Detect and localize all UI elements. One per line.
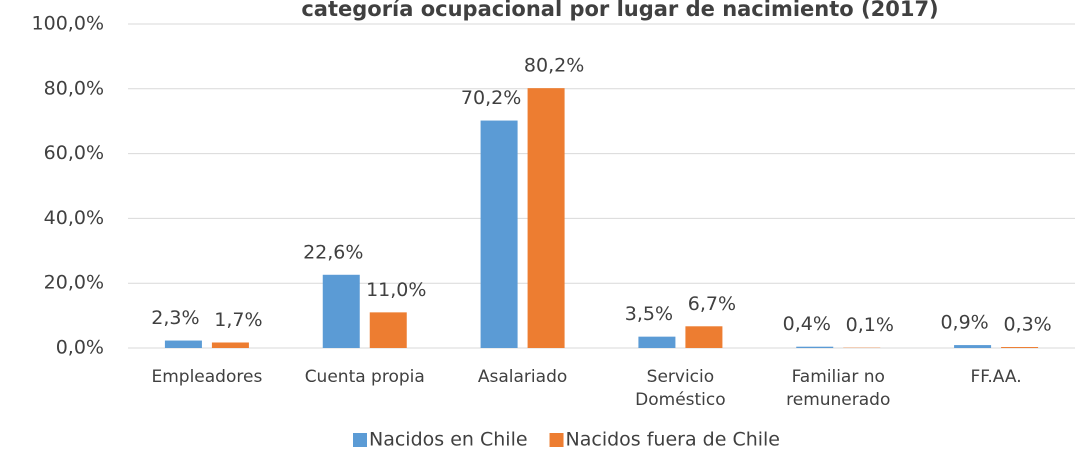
bar: [480, 120, 518, 348]
bar: [954, 345, 992, 348]
bar: [685, 326, 723, 348]
bar: [369, 312, 407, 348]
chart-title: categoría ocupacional por lugar de nacim…: [301, 0, 938, 21]
data-label: 70,2%: [461, 87, 521, 109]
data-label: 2,3%: [151, 307, 199, 329]
data-label: 1,7%: [214, 309, 262, 331]
y-tick-label: 80,0%: [44, 77, 104, 99]
data-label: 3,5%: [625, 303, 673, 325]
legend-swatch: [353, 433, 367, 447]
x-tick-label: Familiar no remunerado: [786, 367, 891, 410]
bar: [211, 342, 249, 348]
legend-swatch: [549, 433, 564, 447]
y-tick-label: 60,0%: [44, 142, 104, 164]
data-label: 11,0%: [366, 279, 426, 301]
data-label: 0,4%: [783, 313, 831, 335]
x-tick-label: Servicio Doméstico: [635, 367, 726, 410]
data-label: 80,2%: [524, 55, 584, 77]
data-label: 0,9%: [940, 312, 988, 334]
x-tick-label: FF.AA.: [970, 367, 1022, 387]
x-tick-label: Cuenta propia: [304, 367, 425, 387]
y-tick-label: 40,0%: [44, 207, 104, 229]
y-tick-label: 100,0%: [32, 13, 104, 35]
x-tick-label: Empleadores: [151, 367, 263, 387]
bar: [527, 88, 565, 348]
bar: [638, 336, 676, 348]
y-tick-label: 20,0%: [44, 272, 104, 294]
bar: [1001, 347, 1039, 348]
y-tick-label: 0,0%: [56, 337, 104, 359]
bar: [796, 346, 834, 348]
legend-label: Nacidos en Chile: [369, 429, 528, 451]
bar: [164, 340, 202, 348]
data-label: 22,6%: [303, 241, 363, 263]
x-tick-label: Asalariado: [477, 367, 568, 387]
bar: [322, 274, 360, 348]
legend-label: Nacidos fuera de Chile: [566, 429, 780, 451]
data-label: 0,1%: [846, 314, 894, 336]
data-label: 0,3%: [1003, 314, 1051, 336]
data-label: 6,7%: [688, 293, 736, 315]
